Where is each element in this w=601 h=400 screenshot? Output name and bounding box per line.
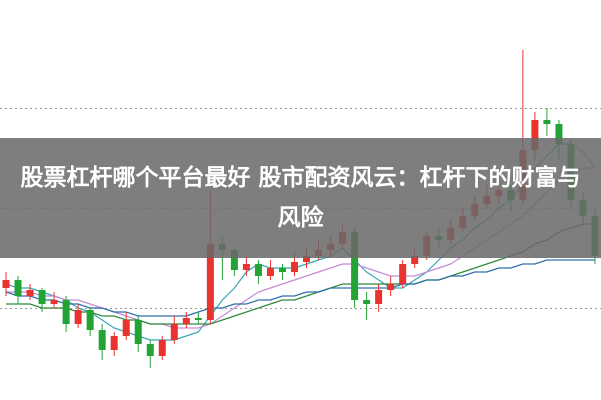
candle-body (230, 250, 238, 270)
candle-body (242, 264, 250, 270)
candle-body (26, 290, 34, 296)
candle-body (146, 344, 154, 356)
candle-body (278, 268, 286, 272)
candle-body (399, 264, 407, 284)
moving-average (6, 223, 595, 325)
candle-body (543, 120, 551, 124)
candle-body (38, 290, 46, 304)
candle-body (206, 244, 214, 320)
candle-body (290, 262, 298, 272)
candle-body (266, 268, 274, 276)
title: 股票杠杆哪个平台最好 股市配资风云：杠杆下的财富与风险 (20, 165, 581, 231)
candle-body (122, 320, 130, 336)
candle-body (74, 310, 82, 324)
candle-body (363, 300, 371, 304)
candle-body (158, 340, 166, 356)
moving-average (5, 259, 595, 317)
candle-body (387, 284, 395, 290)
candle-body (555, 124, 563, 144)
candle-body (194, 318, 202, 320)
candle-body (254, 264, 262, 276)
candle-body (62, 300, 70, 324)
candle-body (531, 120, 539, 150)
title-banner: 股票杠杆哪个平台最好 股市配资风云：杠杆下的财富与风险 (0, 138, 601, 258)
candle-body (411, 256, 419, 264)
candle-body (98, 330, 106, 350)
candle-body (50, 300, 58, 304)
candle-body (2, 280, 10, 288)
candle-body (110, 336, 118, 350)
candle-body (134, 320, 142, 344)
candle-body (14, 280, 22, 296)
candle-body (170, 324, 178, 340)
candle-body (303, 256, 311, 262)
candle-body (375, 290, 383, 304)
candle-body (86, 310, 94, 330)
candle-body (351, 232, 359, 300)
candle-body (182, 318, 190, 324)
